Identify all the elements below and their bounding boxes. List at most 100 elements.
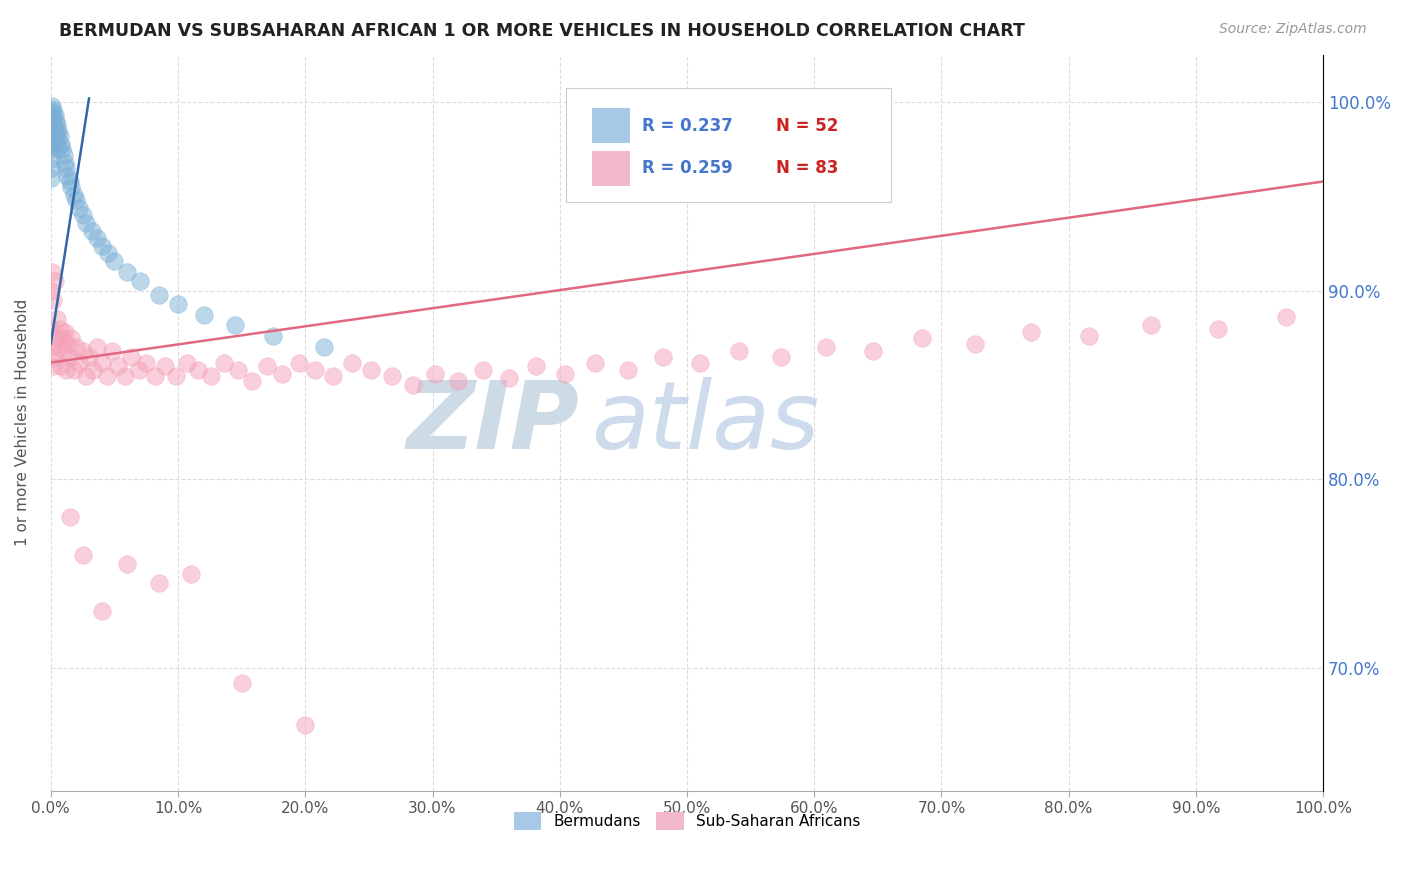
Point [42,121,65,136]
Point [288,355,311,369]
Text: atlas: atlas [592,377,820,468]
Point [62,187,84,202]
Legend: Bermudans, Sub-Saharan Africans: Bermudans, Sub-Saharan Africans [508,806,866,836]
Point [1275,310,1298,325]
Point [86,340,108,354]
Point [39,321,62,335]
Point [187,363,209,377]
Point [271,367,294,381]
Point [165,368,187,383]
Point [52,344,75,359]
Point [42,359,65,374]
Point [45,331,67,345]
Point [193,309,215,323]
Point [472,363,495,377]
Point [55,161,77,176]
Point [51,331,73,345]
Point [55,363,77,377]
Point [176,355,198,369]
Point [49,359,72,374]
Point [41,340,63,354]
Point [304,363,326,377]
Point [41,265,63,279]
Point [96,368,118,383]
Point [90,238,112,252]
Point [75,216,97,230]
FancyBboxPatch shape [567,88,890,202]
Point [56,169,79,183]
Point [294,717,316,731]
Point [103,253,125,268]
Point [44,350,66,364]
Point [447,375,470,389]
Point [39,152,62,166]
Bar [592,108,630,144]
Point [728,344,751,359]
Point [39,123,62,137]
Point [226,363,249,377]
Point [41,99,63,113]
Point [41,104,63,119]
Point [59,510,82,524]
Point [689,355,711,369]
Point [44,135,66,149]
Text: N = 52: N = 52 [776,117,838,135]
Point [53,155,76,169]
Point [65,340,87,354]
Point [402,378,425,392]
Point [53,326,76,340]
Point [651,350,673,364]
Point [48,140,70,154]
Point [49,136,72,151]
Point [524,359,547,374]
Point [148,576,170,591]
Point [86,231,108,245]
Point [381,368,404,383]
Point [240,375,263,389]
Point [48,321,70,335]
Point [46,131,69,145]
Point [82,363,104,377]
Point [41,129,63,144]
Point [120,350,142,364]
Text: R = 0.237: R = 0.237 [643,117,734,135]
Point [963,336,986,351]
Point [45,128,67,142]
Point [554,367,576,381]
Point [1206,321,1229,335]
Point [423,367,446,381]
Point [128,363,150,377]
Point [114,368,136,383]
Point [135,355,157,369]
Point [107,359,129,374]
Point [51,143,73,157]
Point [314,340,336,354]
Point [48,123,70,137]
Point [59,174,82,188]
Point [322,368,344,383]
Point [1078,329,1101,343]
Point [231,676,253,690]
Point [1019,326,1042,340]
Point [48,340,70,354]
Point [770,350,793,364]
Y-axis label: 1 or more Vehicles in Household: 1 or more Vehicles in Household [15,299,30,547]
Point [583,355,606,369]
Point [46,312,69,326]
Point [42,112,65,127]
Point [90,604,112,618]
Point [41,118,63,132]
Point [224,318,246,332]
Point [75,368,97,383]
Point [360,363,382,377]
Point [862,344,884,359]
Point [143,368,166,383]
Point [67,201,90,215]
Point [101,344,124,359]
Point [44,275,66,289]
Point [911,331,934,345]
Point [59,350,82,364]
Point [180,566,202,581]
Point [39,161,62,176]
Point [1140,318,1163,332]
